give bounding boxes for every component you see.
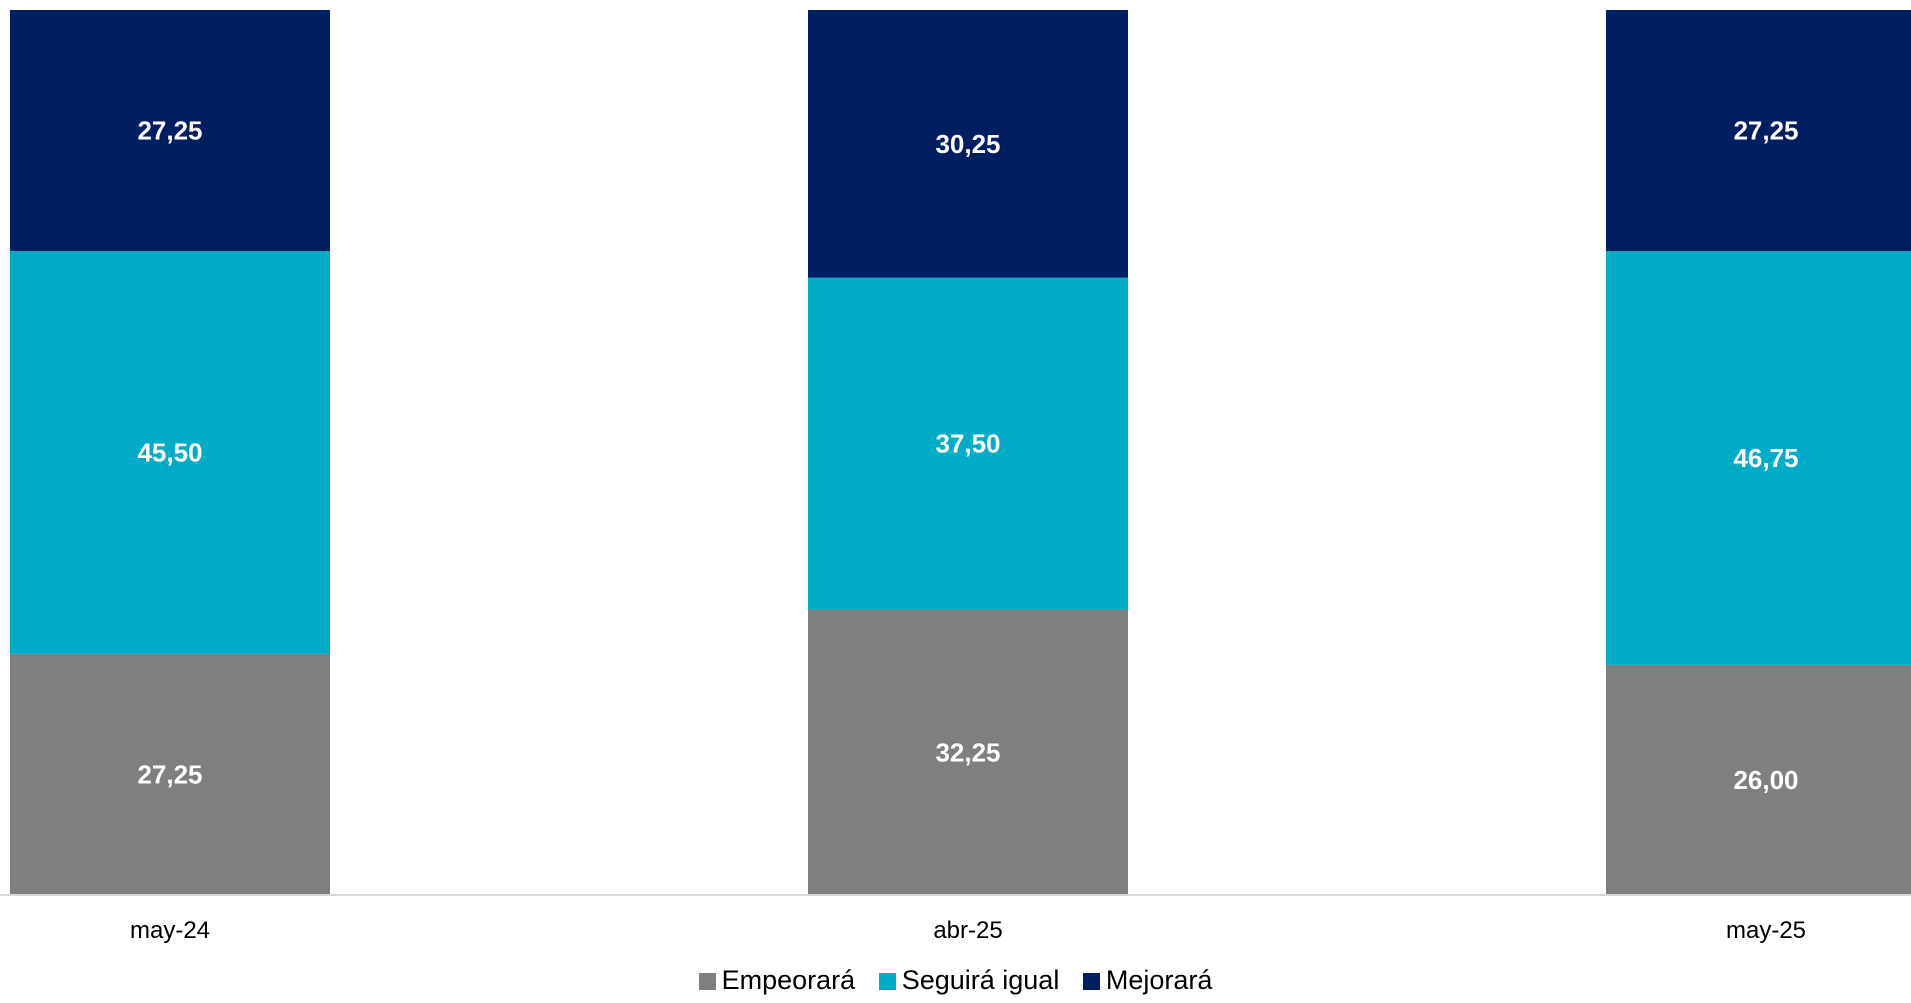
legend-item-1: Seguirá igual — [878, 965, 1060, 996]
legend-item-0: Empeorará — [698, 965, 856, 996]
data-label: 45,50 — [137, 438, 202, 468]
data-label: 27,25 — [137, 759, 202, 789]
bars-group: 27,25 45,50 27,25 32,25 37,50 30,25 26,00 46,75… — [10, 10, 1911, 895]
data-label: 30,25 — [935, 129, 1000, 159]
legend-label: Empeorará — [721, 965, 856, 996]
legend-swatch — [1082, 973, 1100, 991]
legend-label: Mejorará — [1105, 965, 1213, 996]
category-labels: may-24 abr-25 may-25 — [130, 917, 1806, 944]
legend: Empeorará Seguirá igual Mejorará — [0, 964, 1911, 996]
legend-swatch — [698, 973, 716, 991]
bar-segment — [808, 609, 1128, 895]
data-label: 27,25 — [1733, 116, 1798, 146]
legend-swatch — [878, 973, 896, 991]
bar-segment — [1606, 10, 1911, 252]
category-label: may-24 — [130, 917, 210, 944]
category-label: abr-25 — [933, 917, 1002, 944]
stacked-bar-chart: 27,25 45,50 27,25 32,25 37,50 30,25 26,00 46,75… — [0, 10, 1911, 944]
bar-segment — [808, 277, 1128, 610]
legend-item-2: Mejorará — [1082, 965, 1213, 996]
bar-segment — [1606, 664, 1911, 895]
data-label: 26,00 — [1733, 765, 1798, 795]
data-label: 32,25 — [935, 737, 1000, 767]
bar-segment — [1606, 251, 1911, 665]
legend-label: Seguirá igual — [901, 965, 1060, 996]
data-label: 27,25 — [137, 116, 202, 146]
data-label: 37,50 — [935, 429, 1000, 459]
bar-segment — [10, 653, 330, 895]
data-label: 46,75 — [1733, 443, 1798, 473]
bar-segment — [10, 251, 330, 654]
bar-segment — [10, 10, 330, 252]
bar-segment — [808, 10, 1128, 278]
category-label: may-25 — [1726, 917, 1806, 944]
